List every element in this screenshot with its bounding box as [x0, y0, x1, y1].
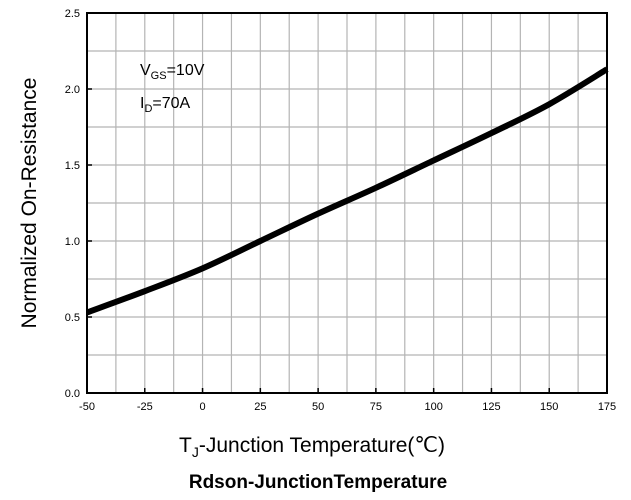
x-tick-label: 175 [598, 401, 616, 413]
x-tick-label: 50 [312, 401, 324, 413]
x-tick-label: 25 [254, 401, 266, 413]
x-tick-label: 0 [199, 401, 205, 413]
y-tick-label: 0.5 [65, 312, 80, 324]
y-axis-label: Normalized On-Resistance [18, 78, 41, 329]
x-tick-label: -50 [79, 401, 95, 413]
annotation-id: ID=70A [140, 95, 191, 115]
plot-frame [86, 12, 608, 394]
x-tick-label: -25 [137, 401, 153, 413]
chart-title: Rdson-JunctionTemperature [189, 472, 447, 493]
y-tick-label: 0.0 [65, 388, 80, 400]
series-layer [85, 66, 609, 316]
x-tick-label: 75 [370, 401, 382, 413]
y-tick-label: 1.5 [65, 160, 80, 172]
x-tick-label: 150 [540, 401, 558, 413]
y-tick-label: 2.5 [65, 8, 80, 20]
y-tick-label: 2.0 [65, 84, 80, 96]
x-tick-label: 100 [424, 401, 442, 413]
x-tick-label: 125 [482, 401, 500, 413]
y-tick-label: 1.0 [65, 236, 80, 248]
annotation-vgs: VGS=10V [140, 62, 205, 82]
x-axis-ticks: -50 -25 0 25 50 75 100 125 150 175 [79, 388, 616, 413]
series-line [85, 66, 609, 316]
x-axis-label: TJ-Junction Temperature(℃) [179, 434, 445, 460]
y-axis-ticks: 0.0 0.5 1.0 1.5 2.0 2.5 [65, 8, 92, 400]
